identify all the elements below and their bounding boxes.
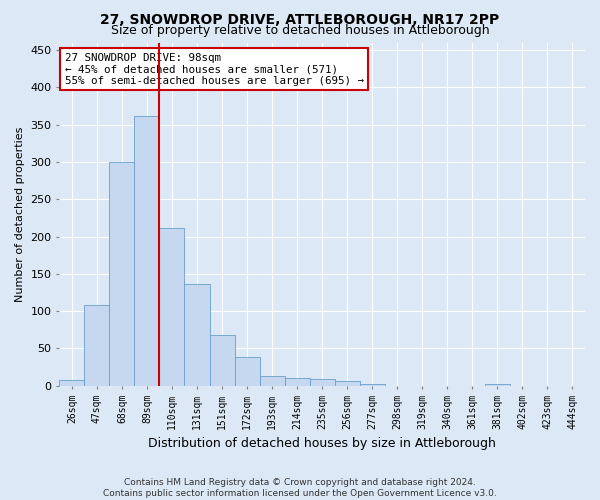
Bar xyxy=(235,358,260,386)
Y-axis label: Number of detached properties: Number of detached properties xyxy=(15,126,25,302)
Text: 27, SNOWDROP DRIVE, ATTLEBOROUGH, NR17 2PP: 27, SNOWDROP DRIVE, ATTLEBOROUGH, NR17 2… xyxy=(100,12,500,26)
Bar xyxy=(109,162,134,386)
Bar xyxy=(310,379,335,386)
X-axis label: Distribution of detached houses by size in Attleborough: Distribution of detached houses by size … xyxy=(148,437,496,450)
Bar xyxy=(85,305,109,386)
Bar xyxy=(134,116,160,386)
Bar xyxy=(335,382,360,386)
Bar xyxy=(284,378,310,386)
Bar xyxy=(209,335,235,386)
Bar xyxy=(59,380,85,386)
Text: Size of property relative to detached houses in Attleborough: Size of property relative to detached ho… xyxy=(110,24,490,37)
Text: 27 SNOWDROP DRIVE: 98sqm
← 45% of detached houses are smaller (571)
55% of semi-: 27 SNOWDROP DRIVE: 98sqm ← 45% of detach… xyxy=(65,53,364,86)
Bar xyxy=(485,384,510,386)
Bar xyxy=(360,384,385,386)
Text: Contains HM Land Registry data © Crown copyright and database right 2024.
Contai: Contains HM Land Registry data © Crown c… xyxy=(103,478,497,498)
Bar xyxy=(160,228,184,386)
Bar xyxy=(184,284,209,386)
Bar xyxy=(260,376,284,386)
